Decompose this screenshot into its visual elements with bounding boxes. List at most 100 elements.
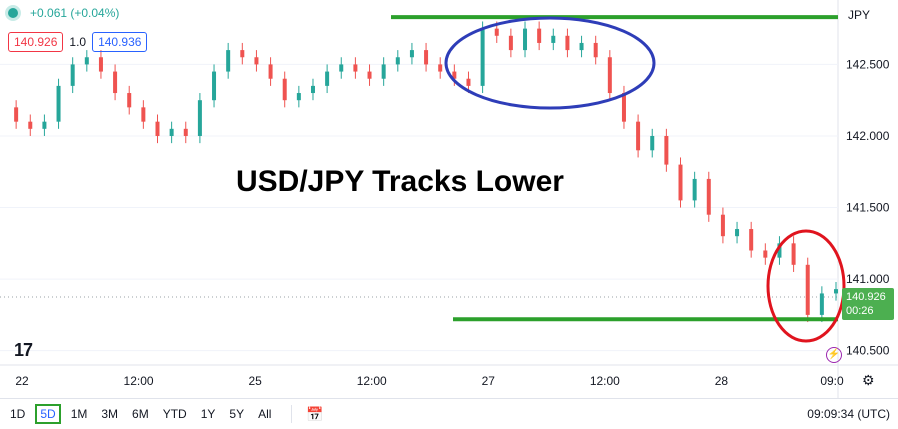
timeframe-5y[interactable]: 5Y (229, 407, 245, 421)
candle-body (791, 243, 796, 265)
x-tick-label: 22 (15, 374, 29, 388)
candle-body (42, 121, 47, 129)
candle-body (508, 35, 513, 51)
timeframe-1m[interactable]: 1M (70, 407, 88, 421)
candle-body (367, 71, 372, 79)
candle-body (14, 107, 19, 122)
candle-body (494, 28, 499, 36)
candle-body (155, 121, 160, 136)
x-tick-label: 12:00 (590, 374, 620, 388)
candle-body (551, 35, 556, 43)
candle-body (141, 107, 146, 122)
utc-clock[interactable]: 09:09:34 (UTC) (807, 407, 890, 421)
timeframe-6m[interactable]: 6M (132, 407, 149, 421)
candle-body (834, 289, 838, 294)
x-tick-label: 28 (715, 374, 729, 388)
candle-body (763, 250, 768, 258)
quote-box: 140.926 1.0 140.936 (8, 32, 148, 52)
candle-body (735, 229, 740, 237)
candle-body (819, 293, 824, 315)
divider (291, 405, 293, 423)
lightning-icon[interactable]: ⚡ (826, 347, 842, 363)
candle-body (254, 57, 259, 65)
candle-body (720, 214, 725, 237)
y-tick-label: 140.500 (846, 344, 890, 358)
candle-body (537, 28, 542, 43)
candle-body (593, 42, 598, 58)
candle-body (127, 93, 132, 108)
candle-body (749, 229, 754, 251)
price-tag-countdown: 00:26 (846, 305, 874, 317)
spread: 1.0 (69, 35, 87, 49)
candle-body (621, 93, 626, 122)
x-tick-label: 27 (482, 374, 496, 388)
candle-body (607, 57, 612, 94)
candle-body (466, 78, 471, 86)
y-tick-label: 141.000 (846, 272, 890, 286)
x-tick-label: 12:00 (124, 374, 154, 388)
candle-body (678, 164, 683, 201)
candle-body (565, 35, 570, 51)
candle-body (70, 64, 75, 86)
currency-label[interactable]: JPY (848, 8, 871, 22)
candle-body (113, 71, 118, 94)
candle-body (339, 64, 344, 72)
timeframe-ytd[interactable]: YTD (162, 407, 187, 421)
candle-body (409, 50, 414, 58)
timeframe-1d[interactable]: 1D (10, 407, 26, 421)
candle-body (438, 64, 443, 72)
candle-body (240, 50, 245, 58)
ask-price[interactable]: 140.936 (92, 32, 148, 52)
change-readout: +0.061 (+0.04%) (8, 6, 119, 20)
overlay-title: USD/JPY Tracks Lower (236, 165, 564, 198)
candle-body (480, 28, 485, 86)
candle-body (226, 50, 231, 72)
candle-body (282, 78, 287, 101)
bottom-toolbar: 1D 5D 1M 3M 6M YTD 1Y 5Y All 📅 09:09:34 (UTC) (0, 398, 898, 429)
candle-body (56, 85, 61, 122)
date-range-icon[interactable]: 📅 (306, 405, 324, 422)
gear-icon[interactable]: ⚙ (862, 372, 875, 388)
x-tick-label: 25 (248, 374, 262, 388)
bid-price[interactable]: 140.926 (8, 32, 64, 52)
candle-body (169, 128, 174, 136)
candle-body (98, 57, 103, 72)
candle-body (296, 93, 301, 101)
candle-body (579, 42, 584, 51)
x-tick-label: 09:0 (820, 374, 844, 388)
candle-body (325, 71, 330, 86)
candle-body (395, 57, 400, 65)
y-tick-label: 141.500 (846, 201, 890, 215)
highlight-ellipse-top (444, 16, 656, 110)
candle-body (636, 121, 641, 151)
timeframe-all[interactable]: All (258, 407, 272, 421)
price-chart[interactable]: 142.500 142.000 141.500 141.000 140.500 22 12… (0, 0, 898, 398)
candle-body (777, 243, 782, 258)
timeframe-list: 1D 5D 1M 3M 6M YTD 1Y 5Y All (0, 404, 275, 424)
candle-body (805, 264, 810, 315)
price-tag-value: 140.926 (846, 291, 886, 303)
candle-body (268, 64, 273, 79)
price-tag: 140.926 00:26 (842, 288, 894, 320)
candle-body (183, 128, 188, 136)
timeframe-3m[interactable]: 3M (101, 407, 119, 421)
candle-body (692, 178, 697, 201)
candle-body (424, 50, 429, 65)
y-tick-label: 142.000 (846, 129, 890, 143)
highlight-ellipse-bottom (766, 229, 846, 343)
y-tick-label: 142.500 (846, 57, 890, 71)
candle-body (523, 28, 528, 51)
candle-body (452, 71, 457, 79)
timeframe-5d[interactable]: 5D (35, 404, 61, 424)
candle-body (212, 71, 217, 101)
timeframe-1y[interactable]: 1Y (200, 407, 216, 421)
tradingview-logo-icon[interactable]: 17 (14, 340, 33, 360)
candle-body (310, 85, 315, 94)
candle-body (650, 135, 655, 151)
status-dot-icon (8, 8, 18, 18)
candle-body (706, 178, 711, 215)
candle-body (381, 64, 386, 79)
candle-body (353, 64, 358, 72)
price-change: +0.061 (+0.04%) (30, 6, 120, 20)
x-tick-label: 12:00 (357, 374, 387, 388)
